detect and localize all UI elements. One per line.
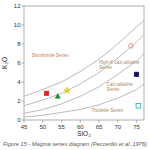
y-axis-label: K₂O	[1, 57, 8, 69]
x-tick	[136, 120, 137, 123]
zone-label-line: Series	[99, 65, 113, 70]
data-point	[134, 72, 139, 77]
x-tick	[80, 120, 81, 123]
y-tick-label: 10	[14, 22, 21, 28]
data-point	[129, 44, 134, 49]
x-axis-label: SiO₂	[77, 130, 91, 137]
y-tick	[22, 25, 25, 26]
zone-label-line: Series	[107, 87, 121, 92]
chart: 45 50 55 60 65 70 75 0 2 4 6 8 10 12 SiO₂ K₂O Shoshonite…	[0, 0, 150, 150]
x-tick	[42, 120, 43, 123]
zone-label-line: Shoshonite Series	[32, 53, 70, 58]
y-tick	[22, 82, 25, 83]
zone-label-line: Tholeiite Series	[92, 108, 124, 113]
zone-label-line: Calc-alkaline	[107, 82, 134, 87]
plot-marks	[24, 20, 144, 117]
data-point	[136, 103, 141, 108]
x-tick-label: 70	[114, 124, 121, 130]
x-tick-label: 75	[133, 124, 140, 130]
data-point	[64, 87, 71, 94]
zone-label: Shoshonite Series	[32, 53, 70, 58]
x-tick-label: 50	[39, 124, 46, 130]
zone-label-line: High-K calc-alkaline	[99, 60, 140, 65]
x-tick-label: 65	[96, 124, 103, 130]
x-tick	[99, 120, 100, 123]
x-tick-label: 60	[77, 124, 84, 130]
zone-label: Calc-alkalineSeries	[107, 82, 134, 93]
y-tick	[22, 44, 25, 45]
y-tick-label: 0	[17, 117, 21, 123]
x-tick	[61, 120, 62, 123]
series-boundary-line	[24, 20, 144, 96]
zone-label: High-K calc-alkalineSeries	[99, 60, 140, 71]
x-tick-label: 55	[58, 124, 65, 130]
y-tick-label: 8	[17, 41, 21, 47]
y-tick-label: 2	[17, 98, 21, 104]
data-point	[55, 93, 60, 98]
caption: Figure 15 - Magma series diagram (Peccer…	[3, 142, 148, 147]
plot-frame	[24, 6, 144, 120]
data-point	[44, 91, 49, 96]
x-tick-label: 45	[21, 124, 28, 130]
x-tick	[117, 120, 118, 123]
series-boundary-line	[24, 35, 144, 106]
y-tick	[22, 63, 25, 64]
y-tick	[22, 120, 25, 121]
y-tick-label: 6	[17, 60, 21, 66]
y-tick	[22, 101, 25, 102]
y-tick-label: 4	[17, 79, 21, 85]
series-boundary-line	[24, 54, 144, 114]
y-tick-label: 12	[14, 3, 21, 9]
y-tick	[22, 6, 25, 7]
zone-label: Tholeiite Series	[92, 108, 124, 113]
